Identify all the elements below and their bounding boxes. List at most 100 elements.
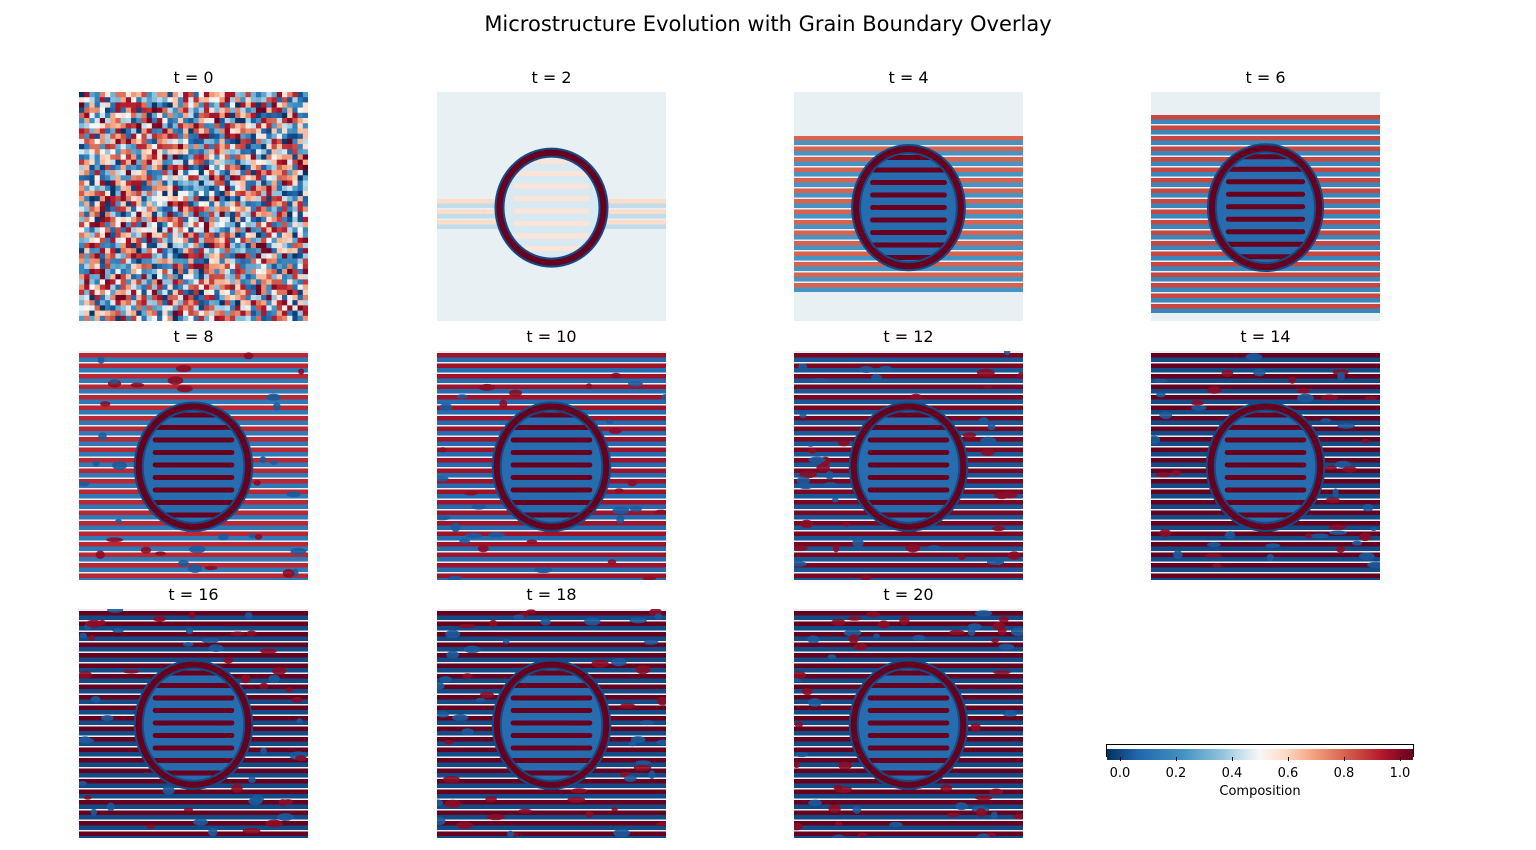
heatmap-cell bbox=[297, 164, 304, 171]
heatmap-cell bbox=[271, 211, 278, 218]
defect-blob bbox=[1224, 531, 1236, 540]
heatmap-cell bbox=[214, 170, 220, 176]
panel-title: t = 10 bbox=[526, 327, 577, 346]
heatmap-cell bbox=[172, 107, 179, 114]
heatmap-cell bbox=[99, 206, 106, 213]
heatmap-cell bbox=[261, 315, 267, 321]
heatmap-cell bbox=[125, 268, 132, 275]
heatmap-cell bbox=[115, 211, 121, 218]
defect-blob bbox=[970, 723, 981, 732]
heatmap-cell bbox=[120, 248, 127, 254]
defect-blob bbox=[611, 657, 627, 667]
heatmap-cell bbox=[203, 289, 210, 296]
heatmap-cell bbox=[287, 175, 293, 181]
heatmap-cell bbox=[125, 128, 132, 134]
heatmap-cell bbox=[115, 206, 121, 213]
heatmap-cell bbox=[266, 112, 272, 119]
heatmap-cell bbox=[167, 128, 173, 134]
defect-blob bbox=[489, 619, 498, 627]
heatmap-cell bbox=[292, 112, 298, 119]
heatmap-cell bbox=[240, 175, 246, 181]
heatmap-cell bbox=[115, 279, 121, 285]
heatmap-cell bbox=[193, 196, 200, 202]
heatmap-cell bbox=[84, 201, 90, 207]
heatmap-cell bbox=[281, 242, 288, 249]
heatmap-cell bbox=[219, 149, 226, 155]
heatmap-cell bbox=[287, 222, 293, 228]
heatmap-cell bbox=[240, 310, 246, 317]
stripe-high bbox=[437, 531, 666, 536]
defect-blob bbox=[584, 617, 601, 626]
heatmap-cell bbox=[261, 149, 267, 155]
defect-blob bbox=[847, 616, 862, 621]
stripe-low bbox=[794, 536, 1023, 541]
heatmap-cell bbox=[193, 206, 200, 213]
defect-blob bbox=[1003, 351, 1011, 356]
heatmap-cell bbox=[94, 112, 101, 119]
heatmap-cell bbox=[297, 92, 304, 98]
heatmap-cell bbox=[198, 232, 205, 239]
defect-blob bbox=[870, 373, 882, 383]
heatmap-cell bbox=[89, 112, 95, 119]
stripe-high bbox=[1151, 384, 1380, 389]
lamella bbox=[870, 192, 947, 198]
stripe-low bbox=[1151, 119, 1380, 124]
heatmap-cell bbox=[136, 196, 142, 202]
heatmap-cell bbox=[245, 128, 252, 134]
heatmap-cell bbox=[250, 97, 257, 103]
heatmap-cell bbox=[292, 206, 298, 213]
heatmap-cell bbox=[203, 201, 210, 207]
heatmap-cell bbox=[167, 196, 173, 202]
lamella bbox=[867, 499, 950, 505]
heatmap-cell bbox=[219, 185, 226, 192]
heatmap-cell bbox=[255, 268, 262, 275]
heatmap-cell bbox=[281, 190, 288, 197]
heatmap-cell bbox=[162, 232, 168, 239]
heatmap-cell bbox=[198, 123, 205, 129]
defect-blob bbox=[447, 575, 462, 580]
defect-blob bbox=[800, 519, 814, 529]
stripe-high bbox=[437, 632, 666, 637]
heatmap-cell bbox=[255, 107, 262, 114]
defect-blob bbox=[987, 423, 996, 431]
heatmap-cell bbox=[84, 211, 90, 218]
heatmap-cell bbox=[151, 118, 158, 124]
heatmap-cell bbox=[183, 227, 189, 233]
heatmap-cell bbox=[172, 180, 179, 186]
stripe-low bbox=[1151, 378, 1380, 383]
heatmap-cell bbox=[136, 222, 142, 228]
heatmap-cell bbox=[157, 128, 163, 134]
colorbar-tick-label: 0.0 bbox=[1109, 766, 1131, 781]
defect-blob bbox=[648, 770, 656, 780]
heatmap-cell bbox=[297, 112, 304, 119]
heatmap-cell bbox=[120, 300, 127, 306]
defect-blob bbox=[661, 393, 666, 401]
lamella bbox=[152, 770, 235, 776]
heatmap-cell bbox=[84, 222, 90, 228]
heatmap-cell bbox=[214, 216, 220, 223]
heatmap-cell bbox=[183, 232, 189, 239]
heatmap-cell bbox=[89, 97, 95, 103]
heatmap-cell bbox=[297, 107, 304, 114]
stripe-low bbox=[1151, 368, 1380, 373]
heatmap-cell bbox=[214, 289, 220, 296]
stripe-high bbox=[437, 789, 666, 794]
heatmap-cell bbox=[99, 211, 106, 218]
defect-blob bbox=[79, 671, 92, 679]
heatmap-cell bbox=[99, 92, 106, 98]
heatmap-cell bbox=[105, 258, 111, 265]
lamella bbox=[870, 167, 947, 173]
heatmap-cell bbox=[131, 268, 137, 275]
heatmap-cell bbox=[162, 92, 168, 98]
heatmap-cell bbox=[157, 112, 163, 119]
heatmap-cell bbox=[250, 253, 257, 259]
heatmap-cell bbox=[151, 206, 158, 213]
heatmap-cell bbox=[193, 305, 200, 311]
heatmap-cell bbox=[94, 201, 101, 207]
heatmap-cell bbox=[120, 123, 127, 129]
stripe-high bbox=[437, 831, 666, 836]
defect-blob bbox=[613, 828, 631, 838]
stripe-high bbox=[79, 542, 308, 547]
defect-blob bbox=[1324, 465, 1337, 471]
heatmap-cell bbox=[151, 310, 158, 317]
